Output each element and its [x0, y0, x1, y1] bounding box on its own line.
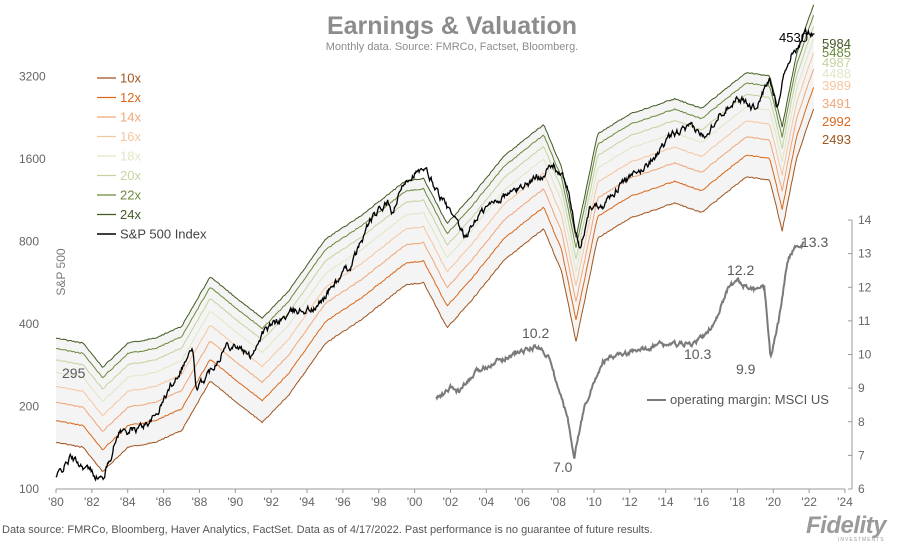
chart-title: Earnings & Valuation	[327, 12, 577, 40]
x-tick-label: '10	[586, 495, 602, 509]
end-label-20x: 4987	[822, 55, 851, 70]
pe-line-16x	[55, 52, 815, 417]
legend-label-16x: 16x	[120, 129, 141, 144]
multiple-band-fill	[56, 4, 814, 472]
x-tick-label: '12	[622, 495, 638, 509]
right-tick-label: 9	[858, 381, 865, 395]
x-tick-label: '22	[801, 495, 817, 509]
end-label-18x: 4488	[822, 66, 851, 81]
x-tick-label: '06	[514, 495, 530, 509]
y-tick-label: 200	[19, 400, 39, 414]
x-tick-label: '80	[48, 495, 64, 509]
x-tick-label: '90	[227, 495, 243, 509]
legend-label-24x: 24x	[120, 207, 141, 222]
pe-line-22x	[55, 15, 815, 379]
pe-line-18x	[55, 38, 815, 403]
legend-label-sp500: S&P 500 Index	[120, 227, 207, 242]
legend-label-22x: 22x	[120, 188, 141, 203]
legend-label-10x: 10x	[120, 71, 141, 86]
x-tick-label: '92	[263, 495, 279, 509]
x-tick-label: '00	[407, 495, 423, 509]
legend-label-12x: 12x	[120, 90, 141, 105]
pe-line-12x	[55, 87, 815, 451]
annotation-label: 13.3	[801, 234, 828, 250]
y-tick-label: 400	[19, 317, 39, 331]
footer-source-note: Data source: FMRCo, Bloomberg, Haver Ana…	[2, 524, 653, 536]
right-tick-label: 10	[858, 348, 872, 362]
right-tick-label: 11	[858, 314, 871, 328]
operating-margin-legend-label: operating margin: MSCI US	[670, 392, 829, 407]
legend-label-14x: 14x	[120, 110, 141, 125]
x-tick-label: '04	[479, 495, 495, 509]
end-label-22x: 5485	[822, 45, 851, 60]
x-tick-label: '02	[443, 495, 459, 509]
end-label-10x: 2493	[822, 132, 851, 147]
legend-label-18x: 18x	[120, 149, 141, 164]
chart-subtitle: Monthly data. Source: FMRCo, Factset, Bl…	[326, 41, 579, 53]
x-tick-label: '14	[658, 495, 674, 509]
right-tick-label: 13	[858, 247, 872, 261]
x-tick-label: '20	[765, 495, 781, 509]
sp500-line	[55, 26, 815, 482]
annotation-label: 7.0	[553, 459, 573, 475]
x-tick-label: '94	[299, 495, 315, 509]
x-tick-label: '96	[335, 495, 351, 509]
x-tick-label: '24	[837, 495, 853, 509]
y-tick-label: 3200	[19, 70, 46, 84]
x-tick-label: '16	[694, 495, 710, 509]
x-tick-label: '18	[730, 495, 746, 509]
x-tick-label: '84	[120, 495, 136, 509]
y-tick-label: 1600	[19, 152, 46, 166]
pe-line-24x	[55, 4, 815, 368]
pe-line-14x	[55, 68, 815, 432]
operating-margin-line	[435, 241, 805, 459]
x-tick-label: '82	[84, 495, 100, 509]
annotation-label: 10.3	[684, 346, 711, 362]
end-label-14x: 3491	[822, 96, 851, 111]
legend: 10x 12x 14x 16x 18x 20x 22x 24x S&P 500 Index	[97, 71, 207, 242]
end-label-16x: 3989	[822, 78, 851, 93]
fidelity-logo-subtext: INVESTMENTS	[838, 537, 885, 543]
x-tick-label: '08	[550, 495, 566, 509]
y-tick-label: 100	[19, 482, 39, 496]
right-tick-label: 12	[858, 280, 872, 294]
right-tick-label: 8	[858, 415, 865, 429]
right-tick-label: 14	[858, 213, 872, 227]
annotation-label: 9.9	[736, 361, 756, 377]
pe-line-10x	[55, 108, 815, 473]
end-label-sp500: 4530	[779, 30, 808, 45]
legend-label-20x: 20x	[120, 168, 141, 183]
right-tick-label: 6	[858, 482, 865, 496]
end-label-12x: 2992	[822, 114, 851, 129]
x-tick-label: '86	[156, 495, 172, 509]
x-tick-label: '98	[371, 495, 387, 509]
y-axis-label: S&P 500	[54, 248, 68, 295]
annotation-label: 10.2	[522, 325, 549, 341]
plot-area: '80 '82 '84 '86 '88 '90 '92 '94 '96 '98 '00 '02 '04 '…	[19, 4, 872, 509]
x-tick-label: '88	[192, 495, 208, 509]
annotation-label: 12.2	[727, 262, 754, 278]
end-label-24x: 5984	[822, 36, 851, 51]
y-tick-label: 800	[19, 235, 39, 249]
right-tick-label: 7	[858, 448, 865, 462]
fidelity-logo: Fidelity	[806, 512, 887, 539]
annotation-label: 295	[62, 365, 86, 381]
